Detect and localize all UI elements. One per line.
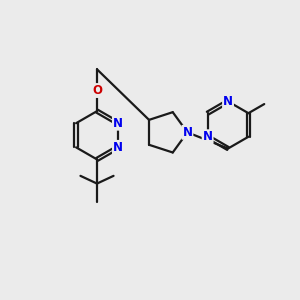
Text: N: N [182,126,192,139]
Text: N: N [113,141,123,154]
Text: N: N [113,117,123,130]
Text: N: N [223,95,233,108]
Text: N: N [202,130,213,143]
Text: O: O [92,84,102,97]
